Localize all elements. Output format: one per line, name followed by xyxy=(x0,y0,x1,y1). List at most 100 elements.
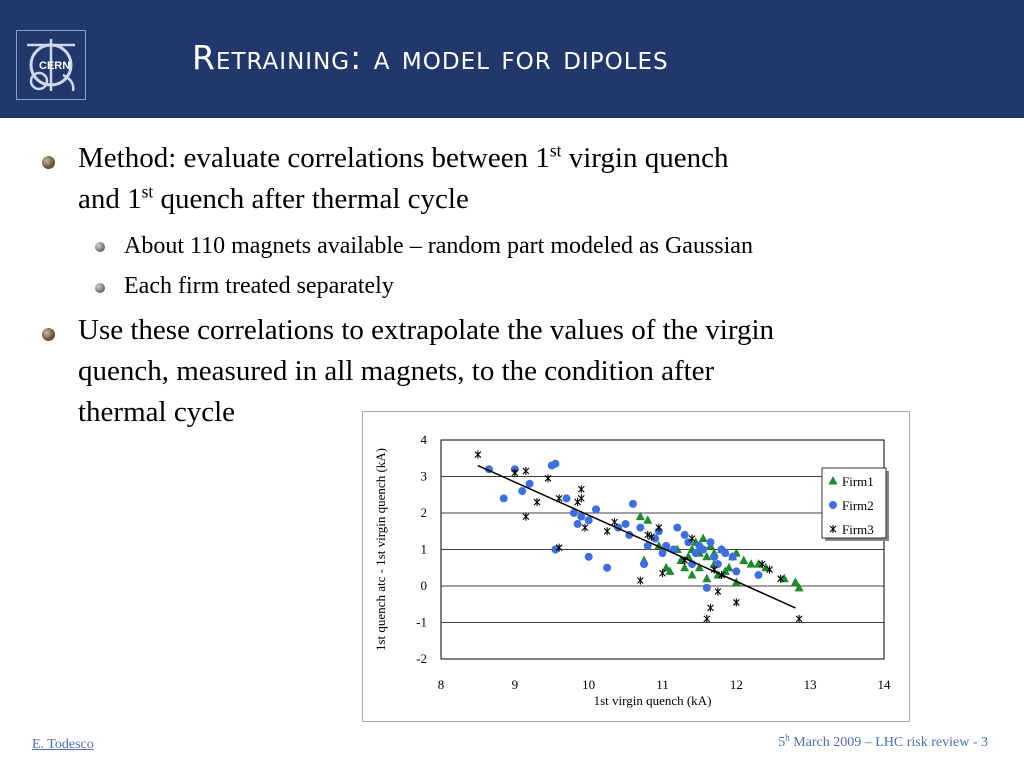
bullet-icon xyxy=(42,328,55,341)
firm3-point xyxy=(655,523,663,532)
cern-logo-graphic: CERN xyxy=(27,39,75,92)
firm2-point xyxy=(680,530,689,539)
firm2-point xyxy=(569,509,578,517)
firm1-point xyxy=(702,551,712,561)
bullet-method: Method: evaluate correlations between 1s… xyxy=(78,138,998,220)
x-tick-label: 10 xyxy=(582,677,595,692)
sub-bullet-icon xyxy=(95,283,105,293)
firm2-point xyxy=(518,487,527,496)
footer-info: 5h March 2009 – LHC risk review - 3 xyxy=(778,732,988,751)
x-tick-label: 11 xyxy=(656,677,669,692)
y-tick-label: 2 xyxy=(421,505,428,520)
firm1-point xyxy=(739,555,749,564)
firm1-point xyxy=(665,566,675,575)
y-tick-label: 4 xyxy=(421,432,428,447)
firm2-point xyxy=(713,560,722,569)
firm2-point xyxy=(702,583,711,592)
firm2-point xyxy=(551,545,560,554)
legend-firm2-marker xyxy=(829,501,837,509)
superscript: st xyxy=(549,140,562,161)
superscript: st xyxy=(141,181,154,202)
firm1-point xyxy=(702,573,712,583)
firm2-point xyxy=(721,549,730,558)
firm3-point xyxy=(511,468,519,477)
firm2-point xyxy=(628,499,637,508)
footer-sup: h xyxy=(785,732,790,743)
firm3-point xyxy=(688,534,696,543)
bullet-text: Use these correlations to extrapolate th… xyxy=(78,314,775,346)
firm3-point xyxy=(795,614,803,623)
firm3-point xyxy=(581,523,589,532)
y-tick-label: -1 xyxy=(416,615,427,630)
firm3-point xyxy=(766,565,773,574)
firm1-point xyxy=(694,562,704,572)
x-tick-label: 12 xyxy=(730,677,743,692)
firm2-point xyxy=(662,541,671,550)
legend-firm3-marker xyxy=(829,525,837,533)
sub-bullet-firms: Each firm treated separately xyxy=(124,273,394,299)
x-axis-label: 1st virgin quench (kA) xyxy=(594,693,712,708)
bullet-icon xyxy=(42,156,55,169)
bullet-text: quench, measured in all magnets, to the … xyxy=(78,355,715,387)
firm2-point xyxy=(706,538,715,547)
firm2-point xyxy=(754,571,763,580)
y-tick-label: 3 xyxy=(421,469,428,484)
firm1-point xyxy=(761,562,771,572)
x-tick-label: 8 xyxy=(438,677,445,692)
x-tick-label: 9 xyxy=(512,677,519,692)
firm2-point xyxy=(651,534,660,543)
firm2-point xyxy=(592,505,601,514)
bullet-text: virgin quench xyxy=(561,142,729,174)
firm3-point xyxy=(707,603,714,612)
firm2-point xyxy=(603,563,612,572)
firm2-point xyxy=(640,560,649,569)
x-tick-label: 13 xyxy=(804,677,817,692)
firm3-point xyxy=(577,485,585,494)
firm3-point xyxy=(603,527,611,536)
firm3-point xyxy=(522,467,530,476)
bullet-text: thermal cycle xyxy=(78,396,235,428)
bullet-text: Method: evaluate correlations between 1 xyxy=(78,142,550,174)
firm3-point xyxy=(636,576,644,585)
firm2-point xyxy=(728,552,737,561)
firm2-point xyxy=(699,545,708,554)
firm3-point xyxy=(522,512,530,521)
firm1-point xyxy=(643,515,653,524)
y-tick-label: 0 xyxy=(421,578,428,593)
firm2-point xyxy=(658,549,667,558)
bullet-text: quench after thermal cycle xyxy=(153,183,469,215)
firm3-point xyxy=(758,560,766,569)
firm3-point xyxy=(777,574,785,583)
firm2-point xyxy=(732,567,741,576)
y-axis-label: 1st quench atc - 1st virgin quench (kA) xyxy=(373,448,388,651)
firm2-point xyxy=(499,494,508,503)
firm2-point xyxy=(643,541,652,550)
firm2-point xyxy=(691,549,700,558)
x-tick-label: 14 xyxy=(878,677,892,692)
legend-firm1-marker xyxy=(828,476,838,485)
firm3-point xyxy=(544,474,552,483)
firm1-point xyxy=(794,582,804,592)
firm1-point xyxy=(790,577,800,586)
firm2-point xyxy=(573,519,582,528)
footer-text: March 2009 – LHC risk review - 3 xyxy=(789,735,988,750)
firm2-point xyxy=(636,523,645,532)
firm3-point xyxy=(577,494,585,503)
bullet-extrapolate: Use these correlations to extrapolate th… xyxy=(78,310,998,433)
firm3-point xyxy=(732,598,740,607)
firm3-point xyxy=(474,450,482,459)
firm2-point xyxy=(562,494,571,503)
firm1-point xyxy=(698,533,708,543)
firm3-point xyxy=(659,569,666,578)
author-link[interactable]: E. Todesco xyxy=(32,737,94,752)
firm1-point xyxy=(635,511,645,521)
y-tick-label: -2 xyxy=(416,651,427,666)
firm3-point xyxy=(648,532,655,541)
firm3-point xyxy=(644,530,652,539)
firm1-point xyxy=(724,562,734,572)
firm3-point xyxy=(714,587,722,596)
legend-firm2-label: Firm2 xyxy=(842,498,874,513)
cern-logo: CERN xyxy=(16,30,86,100)
firm2-point xyxy=(577,512,586,521)
